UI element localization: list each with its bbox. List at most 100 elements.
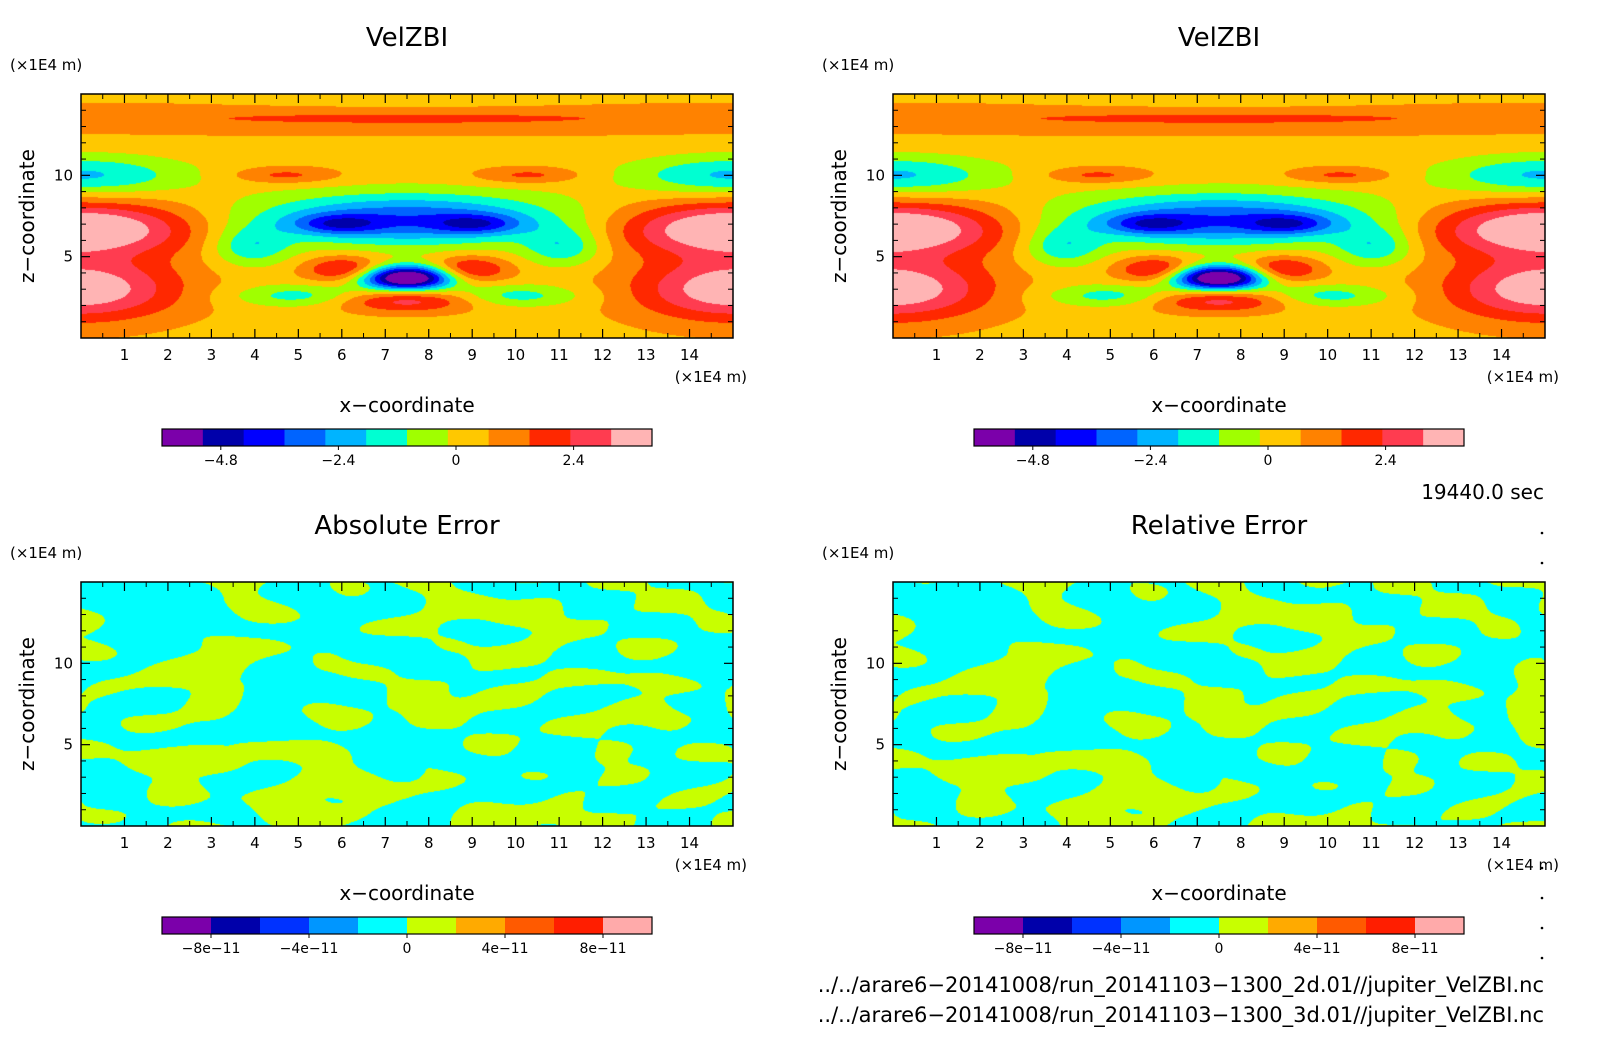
x-tick-label: 7 <box>1192 346 1202 364</box>
x-tick-label: 3 <box>207 834 217 852</box>
y-tick-label: 5 <box>63 736 73 754</box>
x-tick-label: 2 <box>975 834 985 852</box>
colorbar-tick-label: 4e−11 <box>1293 941 1340 957</box>
panel-3: Relative Error(×1E4 m)1 2 3 4 5 6 7 8 9 10 11 12 13 1… <box>822 511 1559 957</box>
colorbar-swatch <box>1415 917 1465 934</box>
colorbar-swatch <box>1341 429 1383 446</box>
y-tick-label: 10 <box>866 166 885 184</box>
colorbar-swatch <box>162 917 212 934</box>
x-tick-label: 1 <box>120 834 130 852</box>
x-unit-label: (×1E4 m) <box>1487 856 1559 874</box>
y-axis-label: z−coordinate <box>15 637 39 771</box>
panel-title: Absolute Error <box>314 511 500 541</box>
y-axis-label: z−coordinate <box>15 149 39 283</box>
x-axis-label: x−coordinate <box>1151 881 1286 905</box>
x-tick-label: 4 <box>250 834 260 852</box>
colorbar-swatch <box>529 429 571 446</box>
x-tick-label: 9 <box>1279 834 1289 852</box>
x-axis-label: x−coordinate <box>339 393 474 417</box>
x-tick-label: 8 <box>1236 346 1246 364</box>
colorbar-swatch <box>1423 429 1465 446</box>
x-tick-label: 13 <box>1449 834 1468 852</box>
x-tick-label: 2 <box>163 346 173 364</box>
colorbar-swatch <box>505 917 555 934</box>
time-label: 19440.0 sec <box>1421 480 1544 504</box>
colorbar-swatch <box>202 429 245 446</box>
x-tick-label: 13 <box>637 834 656 852</box>
x-tick-label: 11 <box>1362 346 1381 364</box>
y-unit-label: (×1E4 m) <box>822 56 894 74</box>
colorbar-swatch <box>260 917 310 934</box>
x-tick-label: 5 <box>1106 346 1116 364</box>
y-tick-label: 5 <box>875 248 885 266</box>
colorbar-tick-label: −4.8 <box>1016 453 1050 469</box>
x-tick-label: 10 <box>506 834 525 852</box>
colorbar-swatch <box>325 429 367 446</box>
colorbar-swatch <box>309 917 359 934</box>
x-tick-label: 11 <box>1362 834 1381 852</box>
panel-title: VelZBI <box>366 23 448 53</box>
y-axis-label: z−coordinate <box>827 637 851 771</box>
colorbar-swatch <box>488 429 530 446</box>
colorbar-swatch <box>1219 429 1261 446</box>
x-tick-label: 8 <box>1236 834 1246 852</box>
colorbar-swatch <box>1023 917 1073 934</box>
x-tick-label: 7 <box>1192 834 1202 852</box>
x-tick-label: 4 <box>250 346 260 364</box>
y-tick-label: 5 <box>63 248 73 266</box>
colorbar-swatch <box>1014 429 1057 446</box>
x-tick-label: 1 <box>932 834 942 852</box>
colorbar-swatch <box>611 429 653 446</box>
colorbar-swatch <box>1096 429 1138 446</box>
colorbar-swatch <box>1137 429 1179 446</box>
y-tick-label: 10 <box>54 166 73 184</box>
colorbar-swatch <box>974 917 1024 934</box>
x-tick-label: 5 <box>1106 834 1116 852</box>
x-tick-label: 9 <box>467 346 477 364</box>
x-unit-label: (×1E4 m) <box>675 856 747 874</box>
x-axis-label: x−coordinate <box>1151 393 1286 417</box>
x-tick-label: 4 <box>1062 834 1072 852</box>
x-tick-label: 12 <box>1405 834 1424 852</box>
file-path-3d: ../../arare6−20141008/run_20141103−1300_… <box>818 1003 1544 1028</box>
x-tick-label: 1 <box>932 346 942 364</box>
x-tick-label: 11 <box>550 346 569 364</box>
colorbar-frame <box>161 428 653 447</box>
colorbar-swatch <box>1300 429 1342 446</box>
y-unit-label: (×1E4 m) <box>822 544 894 562</box>
x-tick-label: 3 <box>1019 834 1029 852</box>
panel-2: Absolute Error(×1E4 m)1 2 3 4 5 6 7 8 9 10 11 12 13 1… <box>10 511 747 957</box>
x-tick-label: 2 <box>975 346 985 364</box>
x-tick-label: 3 <box>1019 346 1029 364</box>
colorbar-tick-label: 0 <box>452 453 461 469</box>
colorbar-tick-label: −4e−11 <box>1092 941 1151 957</box>
colorbar-swatch <box>1121 917 1171 934</box>
colorbar-swatch <box>974 429 1016 446</box>
colorbar-swatch <box>1072 917 1122 934</box>
colorbar-swatch <box>554 917 604 934</box>
colorbar-tick-label: 0 <box>1215 941 1224 957</box>
colorbar-swatch <box>284 429 326 446</box>
y-unit-label: (×1E4 m) <box>10 544 82 562</box>
x-tick-label: 10 <box>1318 834 1337 852</box>
x-unit-label: (×1E4 m) <box>675 368 747 386</box>
y-tick-label: 10 <box>866 654 885 672</box>
x-tick-label: 9 <box>467 834 477 852</box>
colorbar-tick-label: 8e−11 <box>579 941 626 957</box>
colorbar-swatch <box>447 429 490 446</box>
x-tick-label: 5 <box>294 346 304 364</box>
colorbar-tick-label: −4e−11 <box>280 941 339 957</box>
colorbar-tick-label: 0 <box>1264 453 1273 469</box>
x-tick-label: 11 <box>550 834 569 852</box>
panel-0: VelZBI(×1E4 m)1 2 3 4 5 6 7 8 9 10 11 12 13 14510(×1E… <box>10 23 747 469</box>
x-tick-label: 9 <box>1279 346 1289 364</box>
colorbar-swatch <box>570 429 612 446</box>
x-tick-label: 12 <box>593 834 612 852</box>
x-tick-label: 10 <box>506 346 525 364</box>
panel-title: Relative Error <box>1131 511 1308 541</box>
x-tick-label: 12 <box>593 346 612 364</box>
colorbar-swatch <box>1366 917 1416 934</box>
colorbar-tick-label: 8e−11 <box>1391 941 1438 957</box>
colorbar-swatch <box>603 917 653 934</box>
